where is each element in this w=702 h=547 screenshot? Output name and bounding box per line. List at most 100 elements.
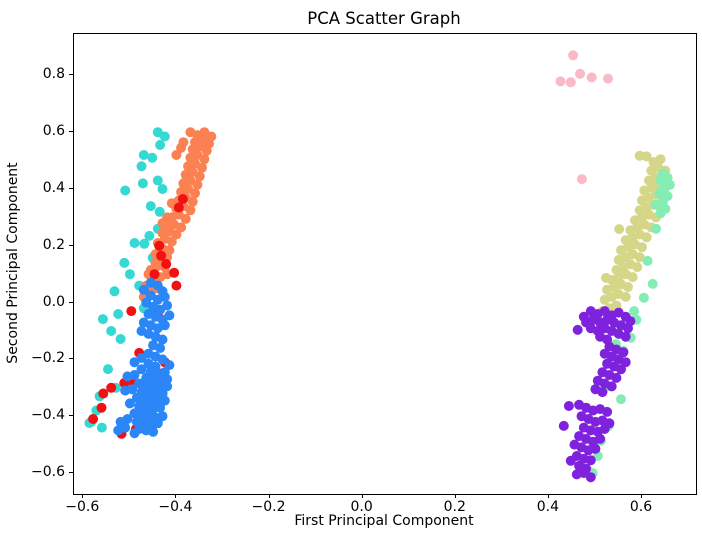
y-tick-mark	[69, 471, 73, 473]
cluster-turquoise-point	[144, 230, 155, 241]
y-tick-label: −0.6	[31, 463, 65, 480]
cluster-dodgerblue-point	[113, 425, 124, 436]
cluster-khaki-point	[634, 150, 645, 161]
x-tick-mark	[268, 494, 270, 498]
cluster-blueviolet-point	[558, 420, 569, 431]
cluster-blueviolet-point	[585, 455, 596, 466]
cluster-turquoise-point	[138, 150, 149, 160]
cluster-pink-point	[603, 73, 613, 84]
cluster-coral-point	[187, 196, 198, 207]
y-tick-mark	[69, 358, 73, 360]
cluster-turquoise-point	[109, 286, 120, 297]
cluster-blueviolet-point	[620, 357, 631, 368]
cluster-coral-point	[185, 127, 196, 138]
cluster-dodgerblue-point	[120, 385, 131, 396]
cluster-khaki-point	[634, 252, 645, 263]
cluster-red-point	[169, 267, 180, 278]
scatter-points-layer	[84, 50, 675, 483]
cluster-blueviolet-point	[590, 443, 601, 454]
x-tick-label: −0.6	[65, 499, 100, 515]
cluster-blueviolet-point	[595, 433, 606, 444]
x-tick-label: −0.4	[158, 499, 193, 515]
cluster-turquoise-point	[139, 238, 150, 249]
cluster-dodgerblue-point	[164, 310, 175, 321]
cluster-dodgerblue-point	[159, 291, 170, 302]
cluster-aquamarine-point	[654, 188, 665, 199]
cluster-dodgerblue-point	[136, 326, 147, 336]
cluster-dodgerblue-point	[136, 364, 147, 375]
cluster-coral-point	[150, 257, 161, 268]
cluster-blueviolet-point	[563, 401, 574, 411]
y-tick-mark	[69, 131, 73, 133]
cluster-coral-point	[157, 218, 168, 229]
y-tick-label: −0.4	[31, 407, 65, 424]
x-tick-mark	[454, 494, 456, 498]
cluster-turquoise-point	[96, 422, 107, 433]
cluster-blueviolet-point	[611, 372, 622, 383]
cluster-red-point	[98, 388, 109, 399]
x-tick-label: 0.6	[629, 499, 653, 515]
cluster-dodgerblue-point	[162, 300, 173, 311]
cluster-blueviolet-point	[585, 472, 596, 483]
cluster-blueviolet-point	[599, 424, 610, 434]
cluster-pink-point	[568, 50, 579, 61]
cluster-khaki-point	[627, 272, 638, 283]
x-tick-label: 0.4	[536, 499, 560, 515]
y-tick-label: 0.4	[42, 180, 65, 197]
y-tick-label: 0.2	[42, 236, 65, 253]
cluster-dodgerblue-point	[162, 381, 173, 392]
cluster-blueviolet-point	[606, 381, 617, 392]
cluster-red-point	[106, 382, 117, 393]
cluster-turquoise-point	[154, 206, 165, 217]
cluster-dodgerblue-point	[159, 395, 170, 406]
cluster-aquamarine-point	[647, 278, 658, 289]
y-tick-mark	[69, 244, 73, 246]
cluster-blueviolet-point	[572, 324, 583, 335]
cluster-dodgerblue-point	[157, 354, 168, 365]
cluster-dodgerblue-point	[152, 418, 163, 429]
cluster-pink-point	[576, 174, 587, 185]
x-tick-mark	[640, 494, 642, 498]
cluster-red-point	[154, 240, 165, 251]
cluster-aquamarine-point	[629, 306, 640, 317]
x-tick-mark	[361, 494, 363, 498]
cluster-coral-point	[194, 171, 205, 182]
cluster-coral-point	[199, 154, 210, 165]
cluster-blueviolet-point	[618, 347, 629, 358]
y-tick-mark	[69, 74, 73, 76]
x-tick-mark	[82, 494, 84, 498]
cluster-turquoise-point	[155, 140, 166, 150]
cluster-turquoise-point	[106, 326, 117, 336]
cluster-turquoise-point	[113, 309, 124, 319]
cluster-dodgerblue-point	[129, 428, 140, 439]
x-tick-mark	[547, 494, 549, 498]
cluster-turquoise-point	[147, 152, 158, 163]
cluster-dodgerblue-point	[115, 416, 126, 427]
cluster-red-point	[96, 402, 107, 413]
cluster-turquoise-point	[137, 178, 148, 189]
cluster-turquoise-point	[124, 269, 135, 280]
plot-area	[73, 33, 697, 495]
y-tick-label: 0.0	[42, 293, 65, 310]
cluster-pink-point	[575, 68, 586, 79]
x-tick-label: 0.0	[350, 499, 373, 515]
cluster-turquoise-point	[97, 314, 108, 325]
cluster-aquamarine-point	[638, 292, 649, 303]
x-axis-label: First Principal Component	[294, 513, 474, 529]
cluster-dodgerblue-point	[164, 360, 175, 371]
y-axis-label: Second Principal Component	[5, 162, 21, 364]
cluster-aquamarine-point	[651, 223, 661, 234]
cluster-aquamarine-point	[655, 208, 666, 219]
cluster-turquoise-point	[136, 161, 147, 172]
y-tick-mark	[69, 415, 73, 417]
cluster-red-point	[173, 202, 184, 213]
cluster-dodgerblue-point	[159, 320, 170, 331]
cluster-aquamarine-point	[651, 199, 661, 210]
cluster-turquoise-point	[120, 185, 131, 196]
cluster-coral-point	[164, 245, 175, 256]
cluster-coral-point	[171, 229, 182, 240]
cluster-blueviolet-point	[602, 406, 613, 417]
cluster-coral-point	[166, 236, 177, 247]
cluster-red-point	[149, 269, 160, 280]
